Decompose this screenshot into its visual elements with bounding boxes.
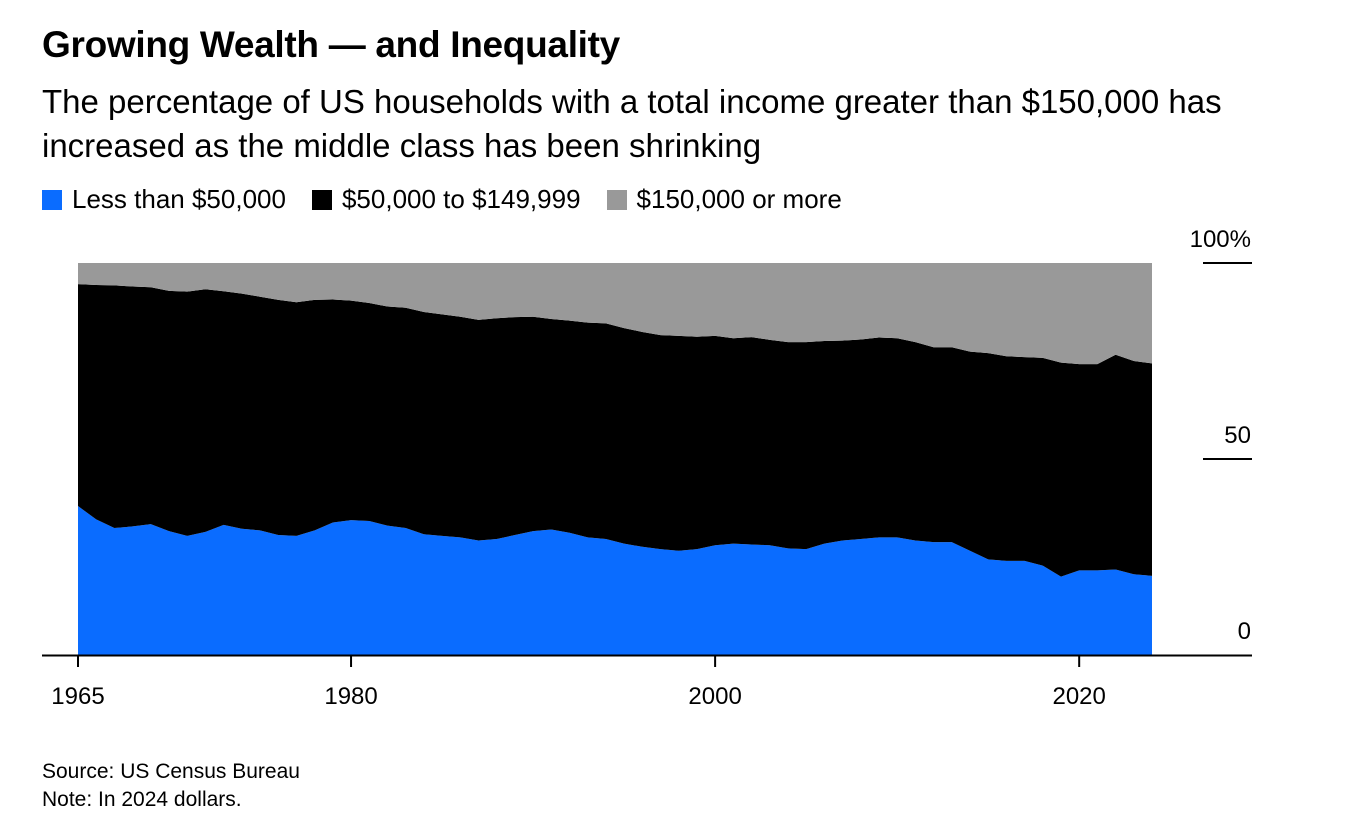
area-series-low: [78, 506, 1152, 655]
y-tick-label-50: 50: [1224, 422, 1251, 449]
legend-item-low: Less than $50,000: [42, 184, 286, 215]
y-tick-label-0: 0: [1238, 618, 1251, 645]
x-tick-label-2000: 2000: [688, 683, 741, 710]
legend-item-high: $150,000 or more: [606, 184, 842, 215]
legend-label-low: Less than $50,000: [72, 184, 286, 214]
area-series-middle: [78, 284, 1152, 577]
legend-swatch-middle: [311, 189, 332, 210]
area-series-high: [78, 263, 1152, 365]
legend-item-middle: $50,000 to $149,999: [311, 184, 581, 215]
chart-subtitle: The percentage of US households with a t…: [42, 83, 1222, 164]
legend-label-middle: $50,000 to $149,999: [341, 184, 581, 214]
y-tick-label-100: 100%: [1190, 226, 1251, 253]
legend-swatch-high: [606, 189, 627, 210]
x-tick-label-1965: 1965: [51, 683, 104, 710]
legend: Less than $50,000 $50,000 to $149,999 $1…: [42, 184, 868, 215]
legend-swatch-low: [42, 189, 62, 210]
stacked-area-chart: 1965 1980 2000 2020 100% 50 0: [42, 226, 1252, 710]
footer: Source: US Census Bureau Note: In 2024 d…: [42, 758, 300, 814]
x-tick-label-2020: 2020: [1052, 683, 1105, 710]
legend-label-high: $150,000 or more: [636, 184, 842, 214]
chart-title: Growing Wealth — and Inequality: [42, 24, 620, 65]
dollar-note: Note: In 2024 dollars.: [42, 788, 242, 811]
source-note: Source: US Census Bureau: [42, 760, 300, 783]
x-tick-label-1980: 1980: [324, 683, 377, 710]
